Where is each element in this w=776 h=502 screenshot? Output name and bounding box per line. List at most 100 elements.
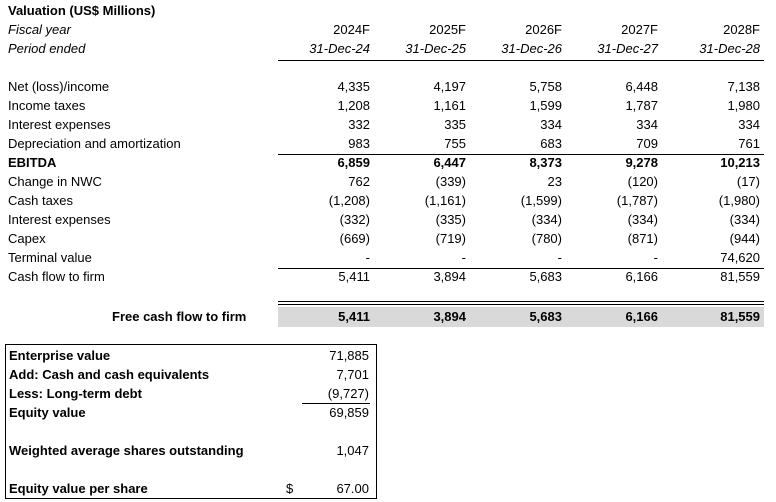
currency-symbol: $ — [286, 481, 294, 496]
row-value: (334) — [531, 212, 562, 227]
row-value: (944) — [729, 231, 760, 246]
row-label: Cash flow to firm — [8, 269, 105, 284]
row-value: (1,208) — [328, 193, 370, 208]
equity-value-label: Equity value — [9, 405, 86, 420]
row-label: Terminal value — [8, 250, 92, 265]
equity-rule — [302, 403, 370, 404]
row-label: Cash taxes — [8, 193, 74, 208]
row-value: 5,758 — [529, 79, 562, 94]
equity-summary-box — [5, 344, 377, 499]
row-value: (1,161) — [424, 193, 466, 208]
row-value: (871) — [627, 231, 658, 246]
row-value: (1,787) — [616, 193, 658, 208]
header-rule — [278, 60, 764, 61]
enterprise-value: 71,885 — [329, 348, 369, 363]
cash-flow-rule — [278, 268, 764, 269]
col-year-2027: 2027F — [621, 22, 658, 37]
row-value: 755 — [444, 136, 466, 151]
fcf-value-2024: 5,411 — [338, 309, 370, 324]
row-value: 7,138 — [727, 79, 760, 94]
debt-value: (9,727) — [327, 386, 369, 401]
col-year-2024: 2024F — [333, 22, 370, 37]
row-value: 6,448 — [625, 79, 658, 94]
fcf-value-2025: 3,894 — [433, 309, 466, 324]
row-value: 983 — [348, 136, 370, 151]
row-value: 709 — [636, 136, 658, 151]
row-value: 332 — [348, 117, 370, 132]
row-value: (1,599) — [520, 193, 562, 208]
col-year-2026: 2026F — [525, 22, 562, 37]
cash-value: 7,701 — [336, 367, 369, 382]
fcf-rule-top-1 — [278, 301, 764, 302]
col-year-2025: 2025F — [429, 22, 466, 37]
col-year-2028: 2028F — [723, 22, 760, 37]
row-value: 4,335 — [337, 79, 370, 94]
col-period-2028: 31-Dec-28 — [699, 41, 760, 56]
row-value: (339) — [435, 174, 466, 189]
row-value: (17) — [736, 174, 760, 189]
row-value: 81,559 — [720, 269, 760, 284]
row-value: - — [557, 250, 562, 265]
col-period-2026: 31-Dec-26 — [501, 41, 562, 56]
row-value: (335) — [435, 212, 466, 227]
row-label: Income taxes — [8, 98, 86, 113]
fcf-highlight — [278, 307, 764, 327]
row-value: 334 — [636, 117, 658, 132]
enterprise-value-label: Enterprise value — [9, 348, 111, 363]
row-value: 6,859 — [337, 155, 370, 170]
ebitda-rule — [278, 154, 764, 155]
row-value: 1,787 — [625, 98, 658, 113]
row-value: (719) — [435, 231, 466, 246]
row-value: 761 — [738, 136, 760, 151]
row-value: (120) — [627, 174, 658, 189]
shares-label: Weighted average shares outstanding — [9, 443, 244, 458]
row-value: 9,278 — [625, 155, 658, 170]
row-value: (669) — [339, 231, 370, 246]
row-value: 1,599 — [529, 98, 562, 113]
row-value: 762 — [348, 174, 370, 189]
col-period-2025: 31-Dec-25 — [405, 41, 466, 56]
row-value: 335 — [444, 117, 466, 132]
row-value: (780) — [531, 231, 562, 246]
row-value: (332) — [339, 212, 370, 227]
row-label: Depreciation and amortization — [8, 136, 181, 151]
row-value: 334 — [738, 117, 760, 132]
row-value: 683 — [540, 136, 562, 151]
row-value: 5,683 — [529, 269, 562, 284]
row-value: (334) — [627, 212, 658, 227]
row-value: 334 — [540, 117, 562, 132]
row-value: 74,620 — [720, 250, 760, 265]
equity-value: 69,859 — [329, 405, 369, 420]
fcf-rule-top-2 — [278, 304, 764, 305]
row-value: (1,980) — [718, 193, 760, 208]
row-label: Interest expenses — [8, 212, 111, 227]
sheet-title: Valuation (US$ Millions) — [8, 3, 156, 18]
row-value: 6,166 — [625, 269, 658, 284]
cash-label: Add: Cash and cash equivalents — [9, 367, 210, 382]
row-label: Net (loss)/income — [8, 79, 110, 94]
per-share-value: 67.00 — [336, 481, 369, 496]
fcf-label: Free cash flow to firm — [112, 309, 247, 324]
row-value: 3,894 — [433, 269, 466, 284]
row-value: 23 — [547, 174, 562, 189]
col-period-2024: 31-Dec-24 — [309, 41, 370, 56]
debt-label: Less: Long-term debt — [9, 386, 142, 401]
row-value: 1,980 — [727, 98, 760, 113]
row-label: EBITDA — [8, 155, 57, 170]
shares-value: 1,047 — [336, 443, 369, 458]
row-value: - — [365, 250, 370, 265]
fiscal-year-label: Fiscal year — [8, 22, 71, 37]
row-value: 10,213 — [720, 155, 760, 170]
row-value: 1,208 — [337, 98, 370, 113]
row-value: (334) — [729, 212, 760, 227]
per-share-label: Equity value per share — [9, 481, 148, 496]
fcf-value-2027: 6,166 — [625, 309, 658, 324]
row-value: 5,411 — [338, 269, 370, 284]
col-period-2027: 31-Dec-27 — [597, 41, 658, 56]
row-label: Interest expenses — [8, 117, 111, 132]
row-value: 4,197 — [433, 79, 466, 94]
row-label: Capex — [8, 231, 46, 246]
row-value: 1,161 — [433, 98, 466, 113]
fcf-value-2028: 81,559 — [720, 309, 760, 324]
row-label: Change in NWC — [8, 174, 102, 189]
